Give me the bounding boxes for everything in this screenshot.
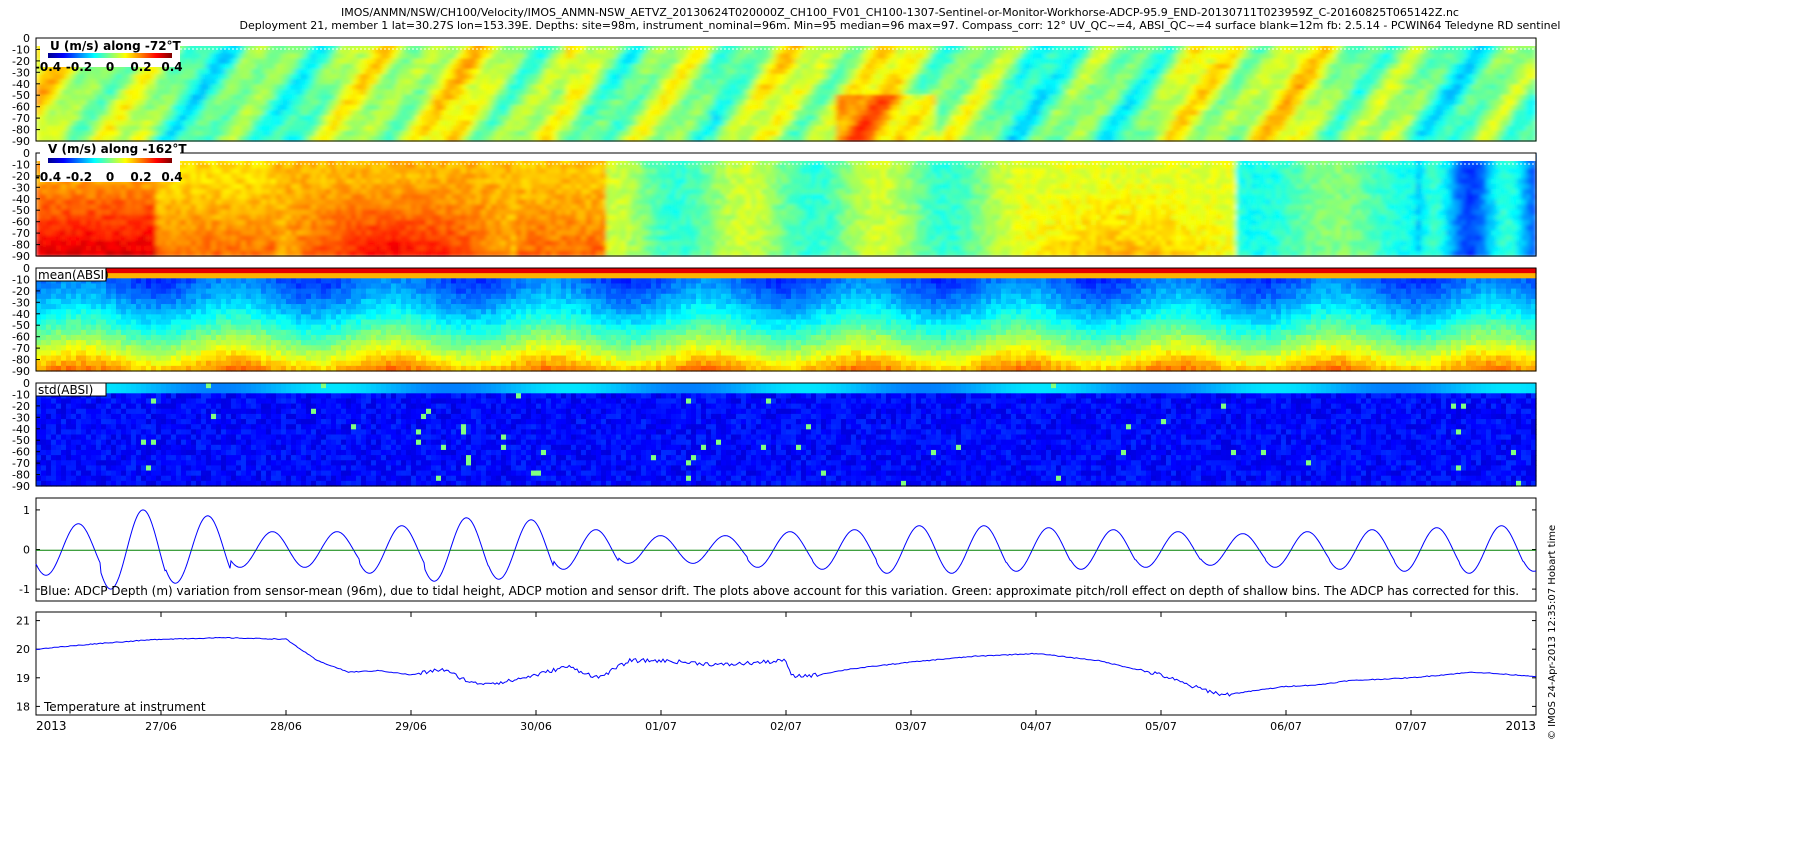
colorbar-tick-label: -0.4 xyxy=(35,60,61,74)
std-absi-heatmap xyxy=(36,383,1537,487)
temperature-tick-label: 21 xyxy=(16,615,30,628)
v-colorbar xyxy=(48,158,172,163)
colorbar-tick-label: 0 xyxy=(106,170,114,184)
time-tick-label: 06/07 xyxy=(1270,720,1302,733)
v-colorbar-ticks: -0.4 -0.2 0 0.2 0.4 xyxy=(35,170,183,184)
temperature-tick-label: 18 xyxy=(16,700,30,713)
colorbar-tick-label: -0.4 xyxy=(35,170,61,184)
mean-absi-heatmap xyxy=(36,268,1537,372)
time-tick-label: 30/06 xyxy=(520,720,552,733)
depth-variation-annotation: Blue: ADCP Depth (m) variation from sens… xyxy=(40,584,1519,598)
temperature-tick-label: 20 xyxy=(16,643,30,656)
time-tick-label: 27/06 xyxy=(145,720,177,733)
year-label-left: 2013 xyxy=(36,719,67,733)
std-absi-title: std(ABSI) xyxy=(38,383,93,397)
colorbar-tick-label: 0.2 xyxy=(130,170,151,184)
u-velocity-panel: 0-10-20-30-40-50-60-70-80-90 U (m/s) alo… xyxy=(12,32,1537,148)
temperature-tick-label: 19 xyxy=(16,672,30,685)
year-label-right: 2013 xyxy=(1505,719,1536,733)
depth-tick-label: -90 xyxy=(12,480,30,493)
temperature-frame xyxy=(36,612,1536,715)
time-tick-label: 05/07 xyxy=(1145,720,1177,733)
time-tick-label: 01/07 xyxy=(645,720,677,733)
mean-absi-panel: 0-10-20-30-40-50-60-70-80-90 mean(ABSI) xyxy=(12,262,1537,378)
time-tick-label: 03/07 xyxy=(895,720,927,733)
depth-variation-panel: 1 0 -1 Blue: ADCP Depth (m) variation from… xyxy=(19,498,1536,601)
colorbar-tick-label: 0 xyxy=(106,60,114,74)
colorbar-tick-label: -0.2 xyxy=(66,170,92,184)
u-panel-title: U (m/s) along -72°T xyxy=(50,39,182,53)
depth-variation-tick-label: -1 xyxy=(19,583,30,596)
v-velocity-panel: 0-10-20-30-40-50-60-70-80-90 V (m/s) alo… xyxy=(12,142,1537,263)
time-tick-label: 28/06 xyxy=(270,720,302,733)
temperature-annotation: Temperature at instrument xyxy=(43,700,206,714)
time-tick-label: 29/06 xyxy=(395,720,427,733)
u-colorbar xyxy=(48,53,172,58)
colorbar-tick-label: -0.2 xyxy=(66,60,92,74)
depth-variation-tick-label: 1 xyxy=(23,504,30,517)
v-velocity-heatmap xyxy=(36,153,1537,257)
depth-variation-tick-label: 0 xyxy=(23,544,30,557)
u-velocity-heatmap xyxy=(36,38,1537,142)
temperature-panel: 21 20 19 18 Temperature at instrument 27/06… xyxy=(16,612,1536,733)
u-colorbar-ticks: -0.4 -0.2 0 0.2 0.4 xyxy=(35,60,183,74)
colorbar-tick-label: 0.4 xyxy=(161,60,182,74)
colorbar-tick-label: 0.2 xyxy=(130,60,151,74)
colorbar-tick-label: 0.4 xyxy=(161,170,182,184)
std-absi-panel: 0-10-20-30-40-50-60-70-80-90 std(ABSI) xyxy=(12,377,1537,493)
time-tick-label: 02/07 xyxy=(770,720,802,733)
side-stamp: © IMOS 24-Apr-2013 12:35:07 Hobart time xyxy=(1547,525,1558,740)
v-panel-title: V (m/s) along -162°T xyxy=(48,142,187,156)
mean-absi-title: mean(ABSI) xyxy=(38,268,109,282)
time-tick-label: 07/07 xyxy=(1395,720,1427,733)
time-tick-label: 04/07 xyxy=(1020,720,1052,733)
